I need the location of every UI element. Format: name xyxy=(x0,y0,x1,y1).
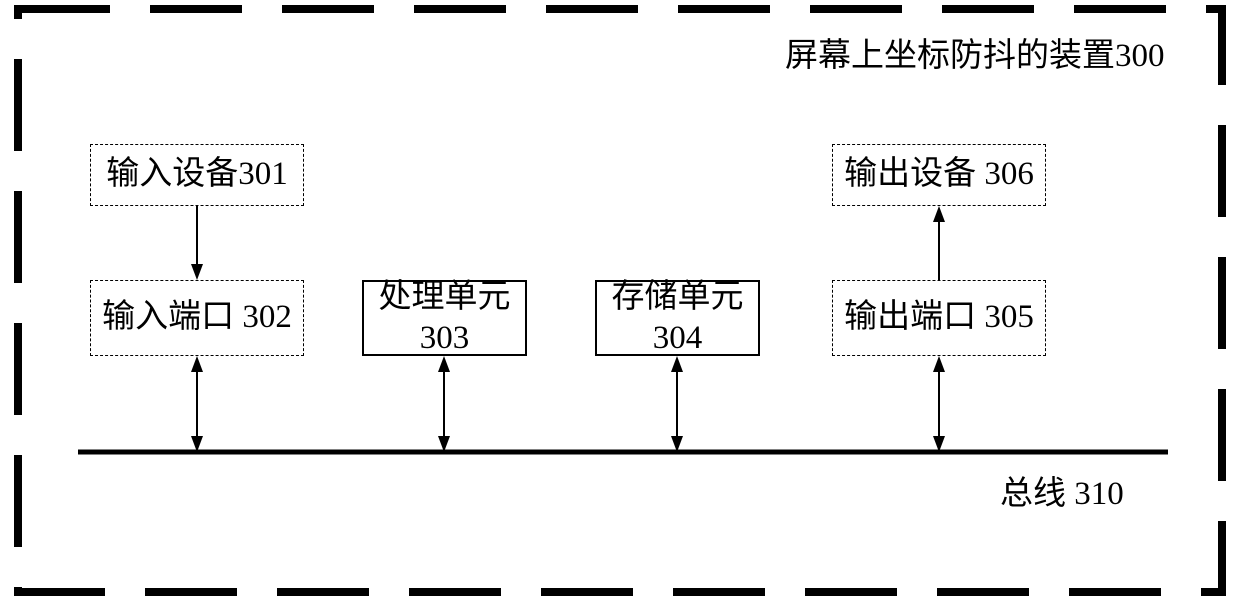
arrow-output-port-bus xyxy=(933,356,945,452)
bus-label: 总线 310 xyxy=(1000,466,1124,514)
arrow-output-port-to-device xyxy=(933,206,945,280)
box-input-port: 输入端口 302 xyxy=(90,280,304,356)
box-store-unit: 存储单元 304 xyxy=(595,280,760,356)
box-output-port-label: 输出端口 305 xyxy=(844,297,1034,338)
box-input-device-label: 输入设备301 xyxy=(106,154,288,195)
diagram-title: 屏幕上坐标防抖的装置300 xyxy=(785,28,1165,76)
diagram-stage: 屏幕上坐标防抖的装置300 输入设备301 输入端口 302 处理单元 303 … xyxy=(0,0,1240,601)
box-proc-unit: 处理单元 303 xyxy=(362,280,527,356)
box-output-device-label: 输出设备 306 xyxy=(844,154,1034,195)
box-store-unit-label: 存储单元 304 xyxy=(612,277,744,360)
box-output-device: 输出设备 306 xyxy=(832,144,1046,206)
box-input-port-label: 输入端口 302 xyxy=(102,297,292,338)
box-output-port: 输出端口 305 xyxy=(832,280,1046,356)
arrow-input-port-bus xyxy=(191,356,203,452)
arrow-proc-bus xyxy=(438,356,450,452)
box-proc-unit-label: 处理单元 303 xyxy=(379,277,511,360)
arrow-store-bus xyxy=(671,356,683,452)
box-input-device: 输入设备301 xyxy=(90,144,304,206)
arrow-input-device-to-port xyxy=(191,206,203,280)
